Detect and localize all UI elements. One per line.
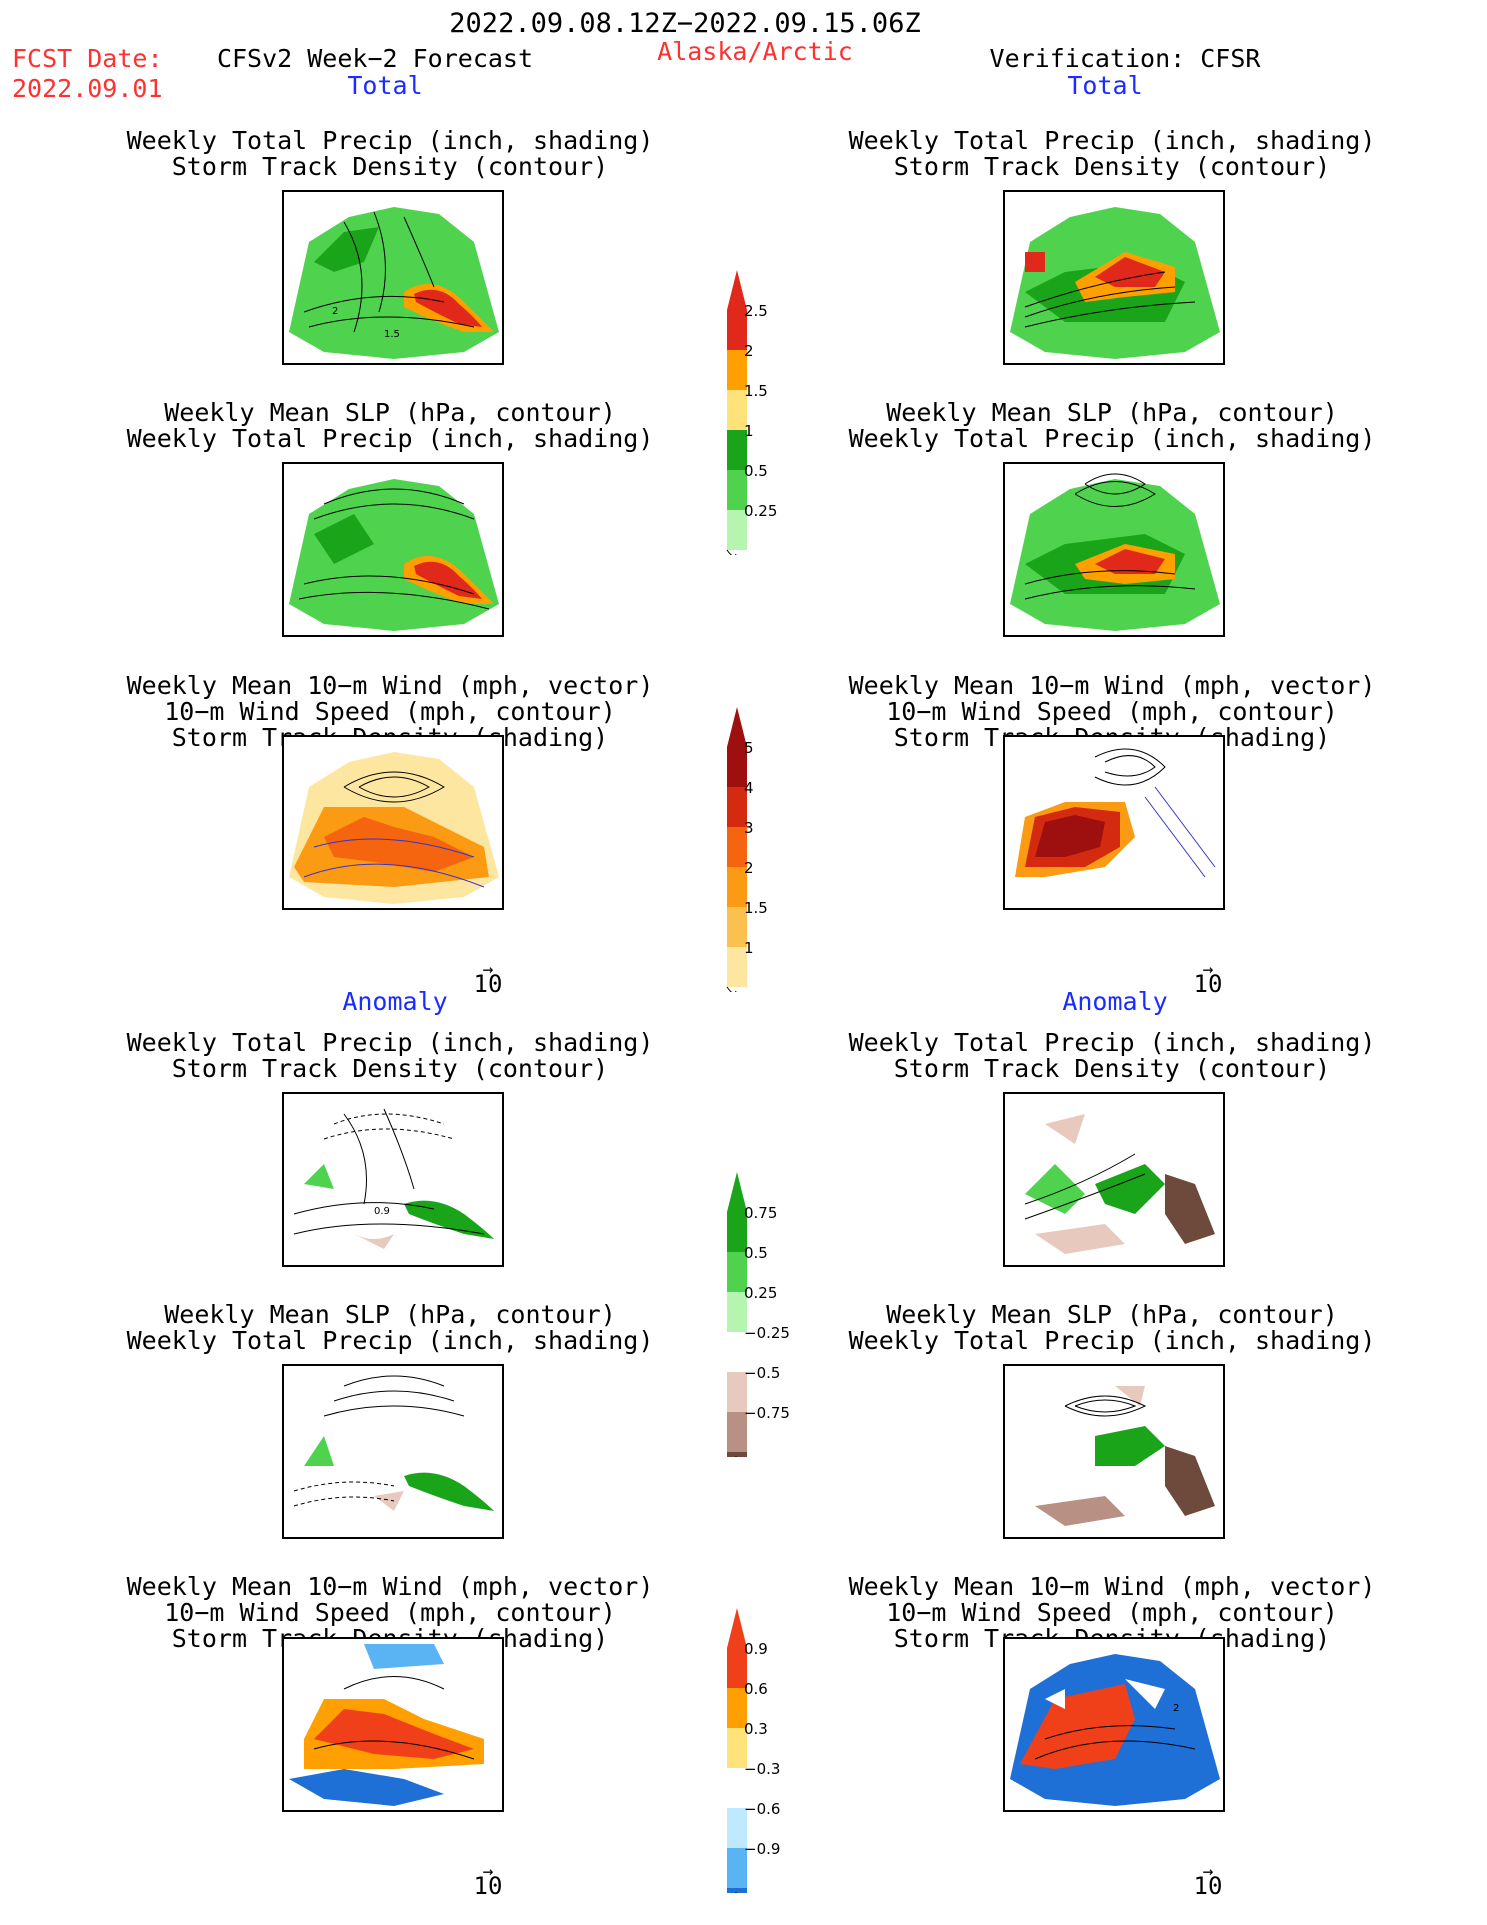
colorbar-label: 4 (744, 779, 754, 797)
colorbar-swatch (727, 707, 747, 747)
colorbar-label: 0.25 (744, 502, 778, 520)
colorbar-swatch (727, 270, 747, 310)
section-anomaly-left: Anomaly (342, 987, 448, 1016)
colorbar-label: −0.75 (744, 1404, 790, 1422)
colorbar-label: −0.9 (744, 1840, 781, 1858)
colorbar-label: 1 (744, 939, 754, 957)
period-title: 2022.09.08.12Z−2022.09.15.06Z (449, 8, 921, 39)
colorbar-swatch (727, 907, 747, 947)
colorbar-label: 1.5 (744, 382, 768, 400)
section-total-left: Total (347, 71, 423, 100)
colorbar-label: 5 (744, 739, 754, 757)
colorbar-swatch (727, 470, 747, 510)
colorbar-swatch (727, 1648, 747, 1688)
map-fc-total-precip: 2 1.5 (282, 190, 504, 365)
colorbar-label: −0.3 (744, 1760, 781, 1778)
colorbar-swatch (727, 1412, 747, 1452)
fcst-date-value: 2022.09.01 (12, 74, 163, 103)
verification-label: Verification: CFSR (989, 44, 1261, 73)
contour-label: 1.5 (384, 329, 400, 340)
colorbar-label: 0.75 (744, 1204, 778, 1222)
colorbar-label: 0.6 (744, 1680, 768, 1698)
colorbar-swatch (727, 1252, 747, 1292)
colorbar-swatch (727, 947, 747, 987)
colorbar-label: 0.9 (744, 1640, 768, 1658)
colorbar-swatch (727, 390, 747, 430)
colorbar-swatch (727, 867, 747, 907)
colorbar-swatch (727, 1688, 747, 1728)
colorbar-label: 1.5 (744, 899, 768, 917)
colorbar-swatch (727, 1848, 747, 1888)
colorbar-storm-total: 5 4 3 2 1.5 1 (722, 707, 842, 994)
map-ver-anom-wind: 2 (1003, 1637, 1225, 1812)
colorbar-precip-total: 2.5 2 1.5 1 0.5 0.25 (722, 270, 842, 557)
colorbar-swatch (727, 1808, 747, 1848)
region-label: Alaska/Arctic (657, 37, 853, 66)
colorbar-swatch (727, 430, 747, 470)
map-fc-total-wind (282, 735, 504, 910)
map-ver-total-precip (1003, 190, 1225, 365)
colorbar-swatch (727, 1728, 747, 1768)
colorbar-swatch (727, 827, 747, 867)
colorbar-label: 2.5 (744, 302, 768, 320)
colorbar-label: 1 (744, 422, 754, 440)
colorbar-swatch (727, 1888, 747, 1925)
colorbar-swatch (727, 1372, 747, 1412)
colorbar-swatch (727, 1172, 747, 1212)
colorbar-swatch (727, 1332, 747, 1372)
colorbar-tail (726, 986, 737, 994)
map-fc-anom-precip: 0.9 (282, 1092, 504, 1267)
colorbar-swatch (727, 1768, 747, 1808)
map-fc-anom-slp (282, 1364, 504, 1539)
colorbar-label: −0.5 (744, 1364, 781, 1382)
colorbar-storm-anom: 0.9 0.6 0.3 −0.3 −0.6 −0.9 (722, 1608, 842, 1925)
colorbar-label: 0.3 (744, 1720, 768, 1738)
colorbar-swatch (727, 1292, 747, 1332)
colorbar-swatch (727, 350, 747, 390)
colorbar-swatch (727, 1212, 747, 1252)
colorbar-swatches (726, 707, 747, 994)
model-label: CFSv2 Week−2 Forecast (216, 44, 534, 73)
section-total-right: Total (1067, 71, 1143, 100)
section-anomaly-right: Anomaly (1062, 987, 1168, 1016)
colorbar-label: 0.5 (744, 1244, 768, 1262)
colorbar-swatch (727, 1452, 747, 1492)
colorbar-swatch (727, 310, 747, 350)
colorbar-label: 0.5 (744, 462, 768, 480)
colorbar-swatches (726, 270, 747, 557)
contour-label: 0.9 (374, 1206, 390, 1217)
colorbar-label: 3 (744, 819, 754, 837)
colorbar-label: −0.25 (744, 1324, 790, 1342)
colorbar-tail (726, 549, 737, 557)
colorbar-swatch (727, 747, 747, 787)
map-fc-anom-wind (282, 1637, 504, 1812)
colorbar-label: 2 (744, 342, 754, 360)
colorbar-label: 2 (744, 859, 754, 877)
colorbar-swatch (727, 787, 747, 827)
map-ver-total-wind (1003, 735, 1225, 910)
colorbar-swatch (727, 1608, 747, 1648)
map-fc-total-slp (282, 462, 504, 637)
map-ver-anom-slp (1003, 1364, 1225, 1539)
colorbar-label: 0.25 (744, 1284, 778, 1302)
contour-label: 2 (1173, 1703, 1179, 1714)
map-ver-total-slp (1003, 462, 1225, 637)
colorbar-precip-anom: 0.75 0.5 0.25 −0.25 −0.5 −0.75 (722, 1172, 842, 1495)
fcst-date-label: FCST Date: (12, 44, 163, 73)
colorbar-swatch (727, 510, 747, 550)
contour-label: 2 (332, 306, 338, 317)
map-ver-anom-precip (1003, 1092, 1225, 1267)
colorbar-label: −0.6 (744, 1800, 781, 1818)
